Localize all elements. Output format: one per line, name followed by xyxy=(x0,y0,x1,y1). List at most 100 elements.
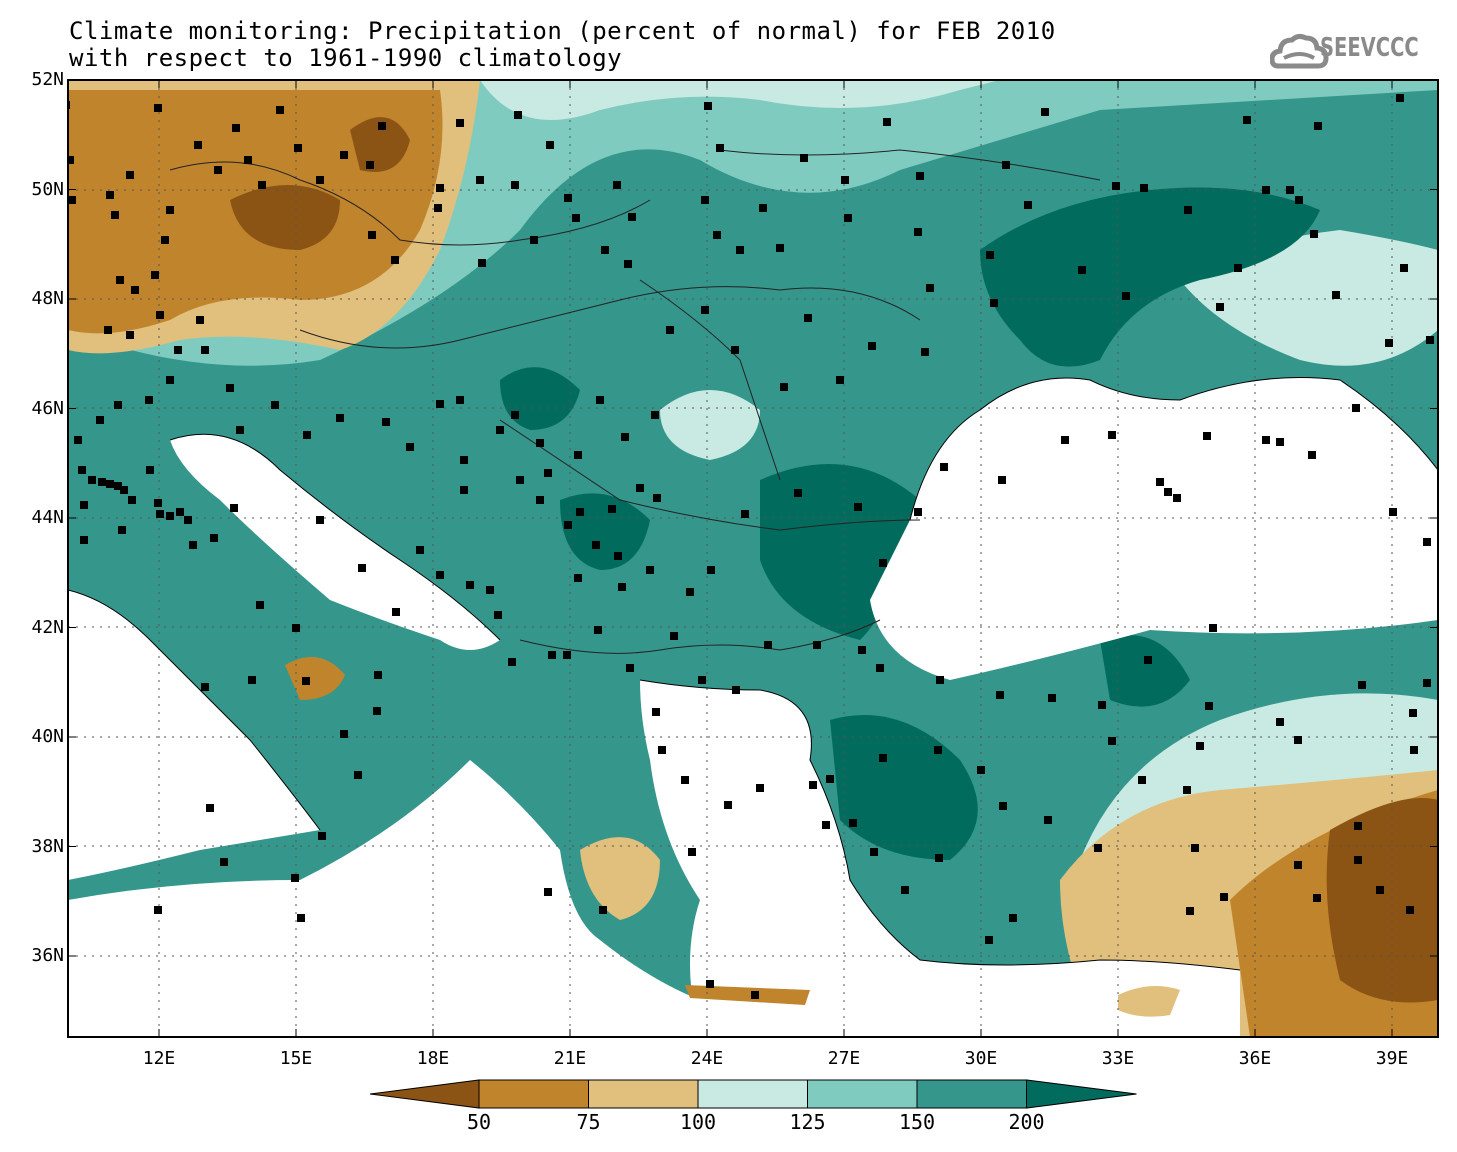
station-marker xyxy=(111,211,119,219)
station-marker xyxy=(78,466,86,474)
station-marker xyxy=(564,194,572,202)
station-marker xyxy=(1426,336,1434,344)
station-marker xyxy=(391,256,399,264)
station-marker xyxy=(392,608,400,616)
station-marker xyxy=(126,171,134,179)
station-marker xyxy=(1308,451,1316,459)
station-marker xyxy=(68,156,74,164)
longitude-label: 27E xyxy=(827,1048,861,1069)
station-marker xyxy=(1209,624,1217,632)
station-marker xyxy=(624,260,632,268)
colorbar-label: 150 xyxy=(898,1110,936,1134)
zone-over-200-balkans xyxy=(500,367,580,430)
station-marker xyxy=(1389,508,1397,516)
station-marker xyxy=(731,346,739,354)
station-marker xyxy=(436,400,444,408)
station-marker xyxy=(114,401,122,409)
station-marker xyxy=(572,214,580,222)
latitude-label: 36N xyxy=(31,945,64,966)
station-marker xyxy=(1313,894,1321,902)
longitude-label: 15E xyxy=(279,1048,313,1069)
station-marker xyxy=(68,196,76,204)
station-marker xyxy=(1262,186,1270,194)
station-marker xyxy=(316,516,324,524)
station-marker xyxy=(599,906,607,914)
station-marker xyxy=(701,306,709,314)
station-marker xyxy=(486,586,494,594)
station-marker xyxy=(858,646,866,654)
colorbar-arrow-low xyxy=(369,1079,480,1109)
station-marker xyxy=(436,571,444,579)
station-marker xyxy=(244,156,252,164)
station-marker xyxy=(478,259,486,267)
cloud-icon xyxy=(1269,33,1329,69)
station-marker xyxy=(1294,861,1302,869)
station-marker xyxy=(628,213,636,221)
station-marker xyxy=(291,874,299,882)
station-marker xyxy=(118,526,126,534)
station-marker xyxy=(985,936,993,944)
station-marker xyxy=(374,671,382,679)
zone-75-100-peloponnese xyxy=(580,837,660,920)
station-marker xyxy=(1243,116,1251,124)
station-marker xyxy=(1376,886,1384,894)
station-marker xyxy=(1354,822,1362,830)
station-marker xyxy=(96,416,104,424)
station-marker xyxy=(536,439,544,447)
station-marker xyxy=(1354,856,1362,864)
station-marker xyxy=(854,503,862,511)
colorbar-segment xyxy=(697,1079,808,1109)
station-marker xyxy=(826,775,834,783)
station-marker xyxy=(354,771,362,779)
station-marker xyxy=(576,508,584,516)
station-marker xyxy=(736,246,744,254)
station-marker xyxy=(653,494,661,502)
station-marker xyxy=(1406,906,1414,914)
station-marker xyxy=(1183,786,1191,794)
station-marker xyxy=(614,552,622,560)
station-marker xyxy=(544,469,552,477)
station-marker xyxy=(990,299,998,307)
station-marker xyxy=(596,396,604,404)
station-marker xyxy=(494,611,502,619)
colorbar-segment xyxy=(478,1079,589,1109)
colorbar-segment xyxy=(807,1079,918,1109)
station-marker xyxy=(883,118,891,126)
station-marker xyxy=(460,456,468,464)
station-marker xyxy=(613,181,621,189)
station-marker xyxy=(166,376,174,384)
station-marker xyxy=(626,664,634,672)
station-marker xyxy=(704,102,712,110)
station-marker xyxy=(546,141,554,149)
station-marker xyxy=(340,151,348,159)
station-marker xyxy=(548,651,556,659)
station-marker xyxy=(378,122,386,130)
zone-100-125-north xyxy=(480,80,1000,120)
station-marker xyxy=(999,802,1007,810)
station-marker xyxy=(544,888,552,896)
station-marker xyxy=(1262,436,1270,444)
zone-over-200-anatolia xyxy=(1100,635,1190,707)
station-marker xyxy=(636,484,644,492)
station-marker xyxy=(1184,206,1192,214)
station-marker xyxy=(921,348,929,356)
station-marker xyxy=(271,401,279,409)
station-marker xyxy=(104,326,112,334)
station-marker xyxy=(456,119,464,127)
station-marker xyxy=(511,411,519,419)
station-marker xyxy=(248,676,256,684)
station-marker xyxy=(74,436,82,444)
station-marker xyxy=(594,626,602,634)
station-marker xyxy=(460,486,468,494)
station-marker xyxy=(514,111,522,119)
station-marker xyxy=(258,181,266,189)
station-marker xyxy=(1098,701,1106,709)
latitude-label: 48N xyxy=(31,288,64,309)
station-marker xyxy=(701,196,709,204)
station-marker xyxy=(131,286,139,294)
colorbar-segment xyxy=(916,1079,1027,1109)
station-marker xyxy=(1234,264,1242,272)
zone-under-50-southeast xyxy=(1326,798,1438,1003)
station-marker xyxy=(1164,488,1172,496)
zone-50-75-italy xyxy=(285,657,345,700)
